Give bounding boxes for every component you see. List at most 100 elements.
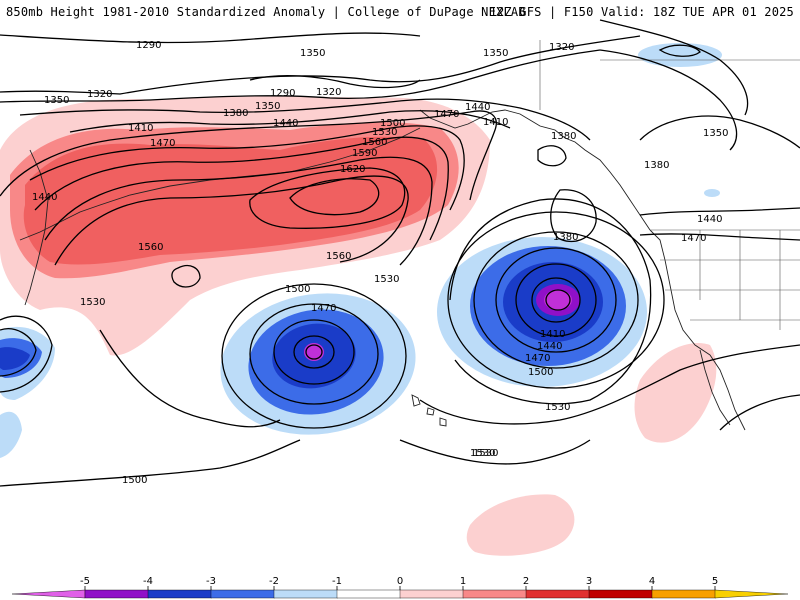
contour-label: 1440 <box>273 118 298 129</box>
contour-1530-south-c <box>399 439 591 465</box>
contour-1380 <box>19 98 591 141</box>
colorbar-swatch <box>462 589 527 599</box>
contour-label: 1290 <box>136 40 161 51</box>
contour-east-outer <box>449 198 652 405</box>
contour-label: 1440 <box>697 214 722 225</box>
eastern-low-core <box>544 290 572 310</box>
colorbar-swatch <box>336 589 401 599</box>
contour-label: 1530 <box>374 274 399 285</box>
contour-ne-small <box>658 44 701 57</box>
contour-label: 1380 <box>644 160 669 171</box>
contour-1470 <box>29 125 465 211</box>
central-low-core <box>304 343 324 361</box>
colorbar-tick-label: 1 <box>460 576 466 587</box>
contour-label: 1500 <box>380 118 405 129</box>
contour-label: 1500 <box>528 367 553 378</box>
colorbar-swatch <box>651 589 716 599</box>
alaska-coast <box>419 109 651 231</box>
contour-central-5 <box>305 344 323 360</box>
southern-positive-anomaly <box>466 494 575 556</box>
contour-label: 1500 <box>122 475 147 486</box>
contour-east-2 <box>473 231 639 369</box>
contour-label: 1470 <box>434 109 459 120</box>
contour-1560 <box>54 175 409 266</box>
colorbar-swatch <box>714 589 789 599</box>
contour-label: 1470 <box>150 138 175 149</box>
baja <box>699 349 731 426</box>
negative-anomaly-bottom-left <box>0 411 22 458</box>
contour-label: 1380 <box>223 108 248 119</box>
contour-label: 1380 <box>551 131 576 142</box>
contour-label: 1560 <box>326 251 351 262</box>
contour-1530-south <box>99 329 281 428</box>
contour-label: 1410 <box>483 117 508 128</box>
contour-label: 1620 <box>340 164 365 175</box>
contour-1410 <box>69 110 511 133</box>
colorbar-tick-label: -4 <box>143 576 153 587</box>
colorbar-tick-label: 0 <box>397 576 403 587</box>
contour-1500 <box>34 136 449 241</box>
contour-1500-bottom <box>0 439 301 487</box>
contour-1560-small <box>171 264 201 288</box>
contour-label: 1470 <box>525 353 550 364</box>
colorbar-swatch <box>84 589 149 599</box>
baja-positive-anomaly <box>634 343 717 443</box>
contour-labels: 1290 1320 1350 1350 1320 1290 1350 1380 … <box>32 40 728 486</box>
contour-east-1 <box>447 211 665 389</box>
map-title: 850mb Height 1981-2010 Standardized Anom… <box>6 5 526 19</box>
contour-1380-small <box>537 145 567 167</box>
contour-label: 1410 <box>540 329 565 340</box>
contour-central-4 <box>293 335 335 369</box>
contour-label: 1530 <box>372 127 397 138</box>
colorbar-tick-label: 5 <box>712 576 718 587</box>
model-run-info: 12Z GFS | F150 Valid: 18Z TUE APR 01 202… <box>489 5 794 19</box>
small-light-blue-patch <box>704 189 720 197</box>
contour-1530-south-d <box>719 394 800 431</box>
contour-label: 1560 <box>138 242 163 253</box>
contour-central-2 <box>249 303 379 405</box>
positive-anomaly-core <box>23 136 438 265</box>
colorbar-swatches <box>11 589 789 599</box>
contour-label: 1500 <box>285 284 310 295</box>
hawaii-3 <box>439 417 447 427</box>
contour-label: 1560 <box>362 137 387 148</box>
contour-label: 1440 <box>32 192 57 203</box>
colorbar-tick-label: -1 <box>332 576 342 587</box>
contour-1620 <box>289 178 380 216</box>
height-contours <box>0 19 800 487</box>
contour-east-5 <box>531 277 581 323</box>
gulf-alaska-light <box>638 43 722 67</box>
contour-label: 1530 <box>80 297 105 308</box>
contour-east-3 <box>495 247 617 353</box>
colorbar-swatch <box>525 589 590 599</box>
colorbar-tick-label: -3 <box>206 576 216 587</box>
contour-label: 1350 <box>703 128 728 139</box>
contour-1590 <box>249 167 406 229</box>
contour-1350-b <box>599 49 738 151</box>
contour-label: 1290 <box>270 88 295 99</box>
colorbar-tick-label: -5 <box>80 576 90 587</box>
aleutian-chain <box>19 127 421 241</box>
contour-ne-1380 <box>639 115 800 149</box>
colorbar: -5 -4 -3 -2 -1 0 1 2 3 4 5 <box>0 572 800 600</box>
contour-1290 <box>0 32 421 44</box>
colorbar-swatch <box>399 589 464 599</box>
contour-label: 1530 <box>473 448 498 459</box>
contour-1350 <box>0 49 601 103</box>
contour-label: 1350 <box>44 95 69 106</box>
contour-label: 1350 <box>483 48 508 59</box>
colorbar-tick-labels: -5 -4 -3 -2 -1 0 1 2 3 4 5 <box>80 576 718 590</box>
anomaly-fills <box>0 43 722 556</box>
hawaii-2 <box>426 407 435 416</box>
contour-1380-ring <box>550 189 597 243</box>
contour-east-1440 <box>639 207 800 216</box>
contour-1530 <box>44 156 433 266</box>
contour-label: 1470 <box>681 233 706 244</box>
contour-label: 1380 <box>553 232 578 243</box>
west-coast <box>649 229 746 431</box>
coastlines <box>19 109 746 431</box>
contour-label: 1320 <box>87 89 112 100</box>
contour-west-low <box>0 315 53 393</box>
negative-anomaly-west-core <box>0 347 30 370</box>
